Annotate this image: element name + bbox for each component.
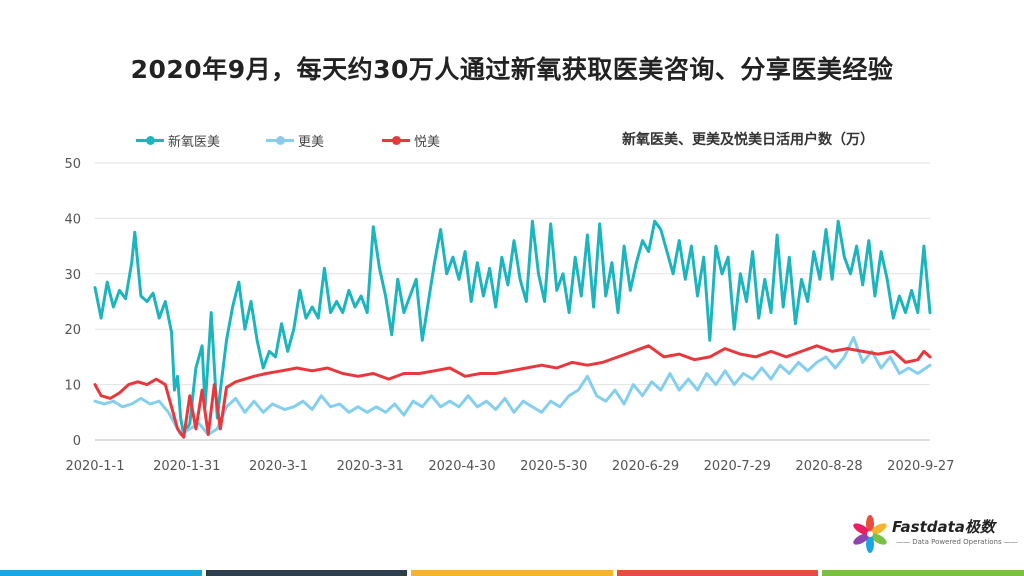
series-line-1	[93, 336, 932, 436]
logo-petal	[870, 523, 887, 535]
series-line-2	[93, 344, 932, 439]
logo-petal	[853, 533, 870, 545]
logo-tagline: —— Data Powered Operations ——	[896, 538, 1018, 546]
x-tick-label: 2020-6-29	[612, 459, 679, 474]
bottom-bar-segment	[411, 570, 613, 576]
logo-petal	[866, 515, 874, 533]
bottom-color-bar	[0, 570, 1024, 576]
y-tick-label: 50	[64, 157, 81, 172]
y-tick-label: 40	[64, 212, 81, 227]
logo-flower-icon	[853, 515, 887, 553]
y-tick-label: 10	[64, 379, 81, 394]
legend-label-gengmei: 更美	[298, 134, 325, 150]
legend-label-yuemei: 悦美	[414, 134, 441, 150]
logo-petal	[866, 535, 874, 553]
x-tick-label: 2020-1-31	[153, 459, 220, 474]
logo-petal	[870, 533, 887, 545]
logo-center	[867, 531, 873, 537]
chart-series	[93, 219, 932, 439]
page-title: 2020年9月，每天约30万人通过新氧获取医美咨询、分享医美经验	[130, 55, 894, 84]
chart-title: 新氧医美、更美及悦美日活用户数（万）	[622, 132, 874, 148]
legend-label-soyoung: 新氧医美	[168, 134, 221, 150]
x-tick-label: 2020-5-30	[520, 459, 587, 474]
x-tick-label: 2020-7-29	[704, 459, 771, 474]
legend-swatch-gengmei	[266, 135, 294, 145]
legend-swatch-yuemei	[382, 135, 410, 145]
x-tick-label: 2020-8-28	[795, 459, 862, 474]
logo-name: Fastdata极数	[892, 518, 995, 536]
bottom-bar-segment	[0, 570, 202, 576]
x-tick-label: 2020-3-31	[337, 459, 404, 474]
y-axis-tick-labels: 0 10 20 30 40 50	[64, 157, 81, 449]
bottom-bar-segment	[822, 570, 1024, 576]
fastdata-logo: Fastdata极数 —— Data Powered Operations ——	[850, 514, 1018, 554]
y-tick-label: 0	[73, 434, 81, 449]
legend-item-yuemei[interactable]: 悦美	[382, 130, 440, 150]
x-tick-label: 2020-4-30	[428, 459, 495, 474]
legend-item-gengmei[interactable]: 更美	[266, 130, 324, 150]
legend-item-soyoung[interactable]: 新氧医美	[136, 130, 220, 150]
logo-petal	[853, 523, 870, 535]
bottom-bar-segment	[616, 570, 819, 576]
y-tick-label: 20	[64, 323, 81, 338]
legend-swatch-soyoung	[136, 135, 164, 145]
y-tick-label: 30	[64, 268, 81, 283]
x-tick-label: 2020-1-1	[65, 459, 124, 474]
x-tick-label: 2020-3-1	[249, 459, 308, 474]
series-line-0	[93, 219, 932, 436]
chart-gridlines	[95, 162, 930, 386]
bottom-bar-segment	[205, 570, 408, 576]
x-axis-tick-labels: 2020-1-1 2020-1-31 2020-3-1 2020-3-31 2020-4…	[65, 459, 954, 474]
x-tick-label: 2020-9-27	[887, 459, 954, 474]
